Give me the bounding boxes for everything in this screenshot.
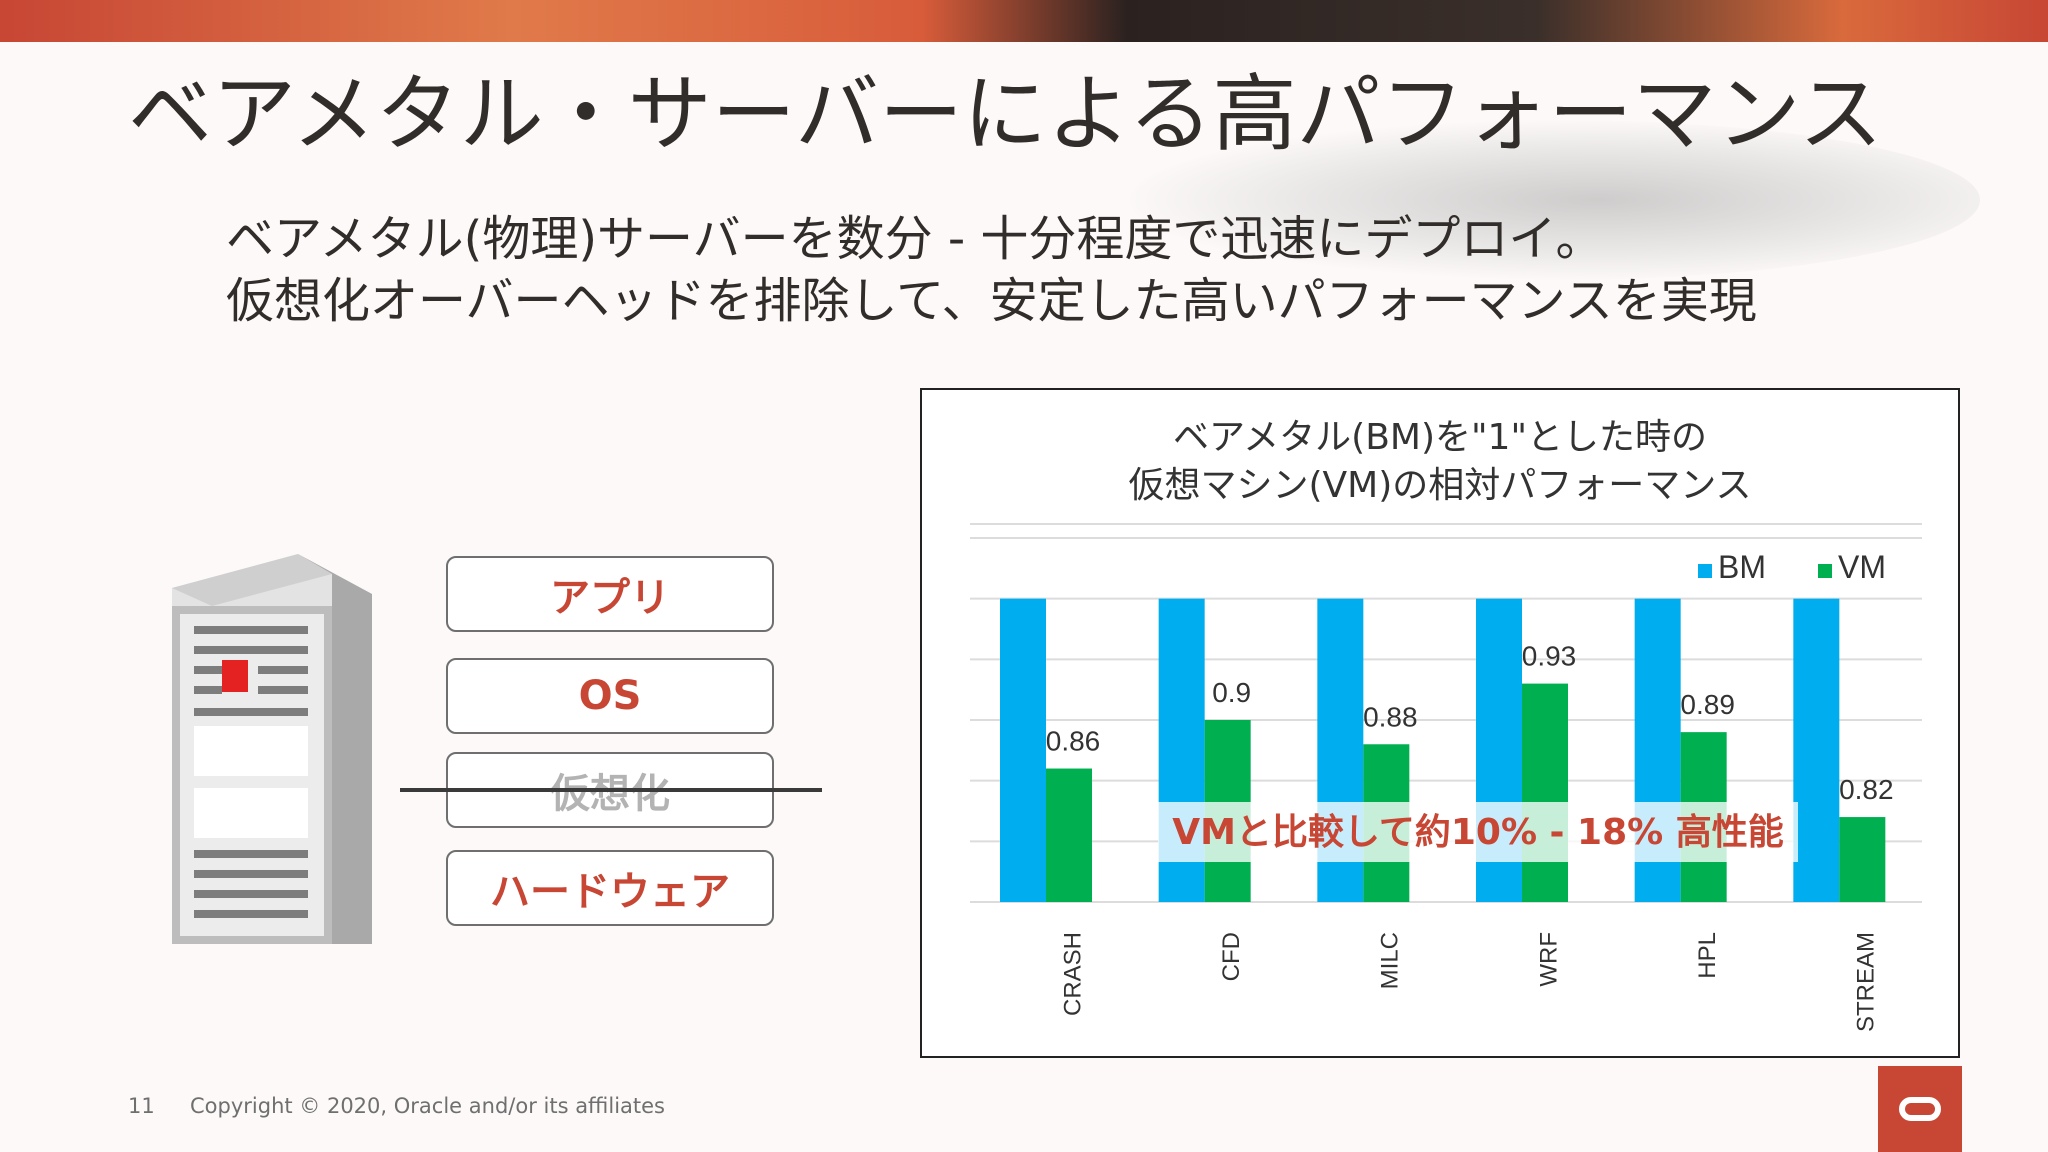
data-label-cfd: 0.9 (1212, 677, 1251, 708)
slide-title: ベアメタル・サーバーによる高パフォーマンス (128, 65, 1883, 163)
chart-plot: 0.86 CRASH 0.9 CFD 0.88 MILC 0.93 WRF 0.89 HPL 0.8… (970, 523, 1922, 1032)
page-number: 11 (128, 1094, 155, 1118)
annotation-background (1158, 802, 1798, 862)
virtualization-strikethrough (400, 788, 822, 792)
data-label-stream: 0.82 (1839, 774, 1894, 805)
subtitle-line-1: ベアメタル(物理)サーバーを数分 - 十分程度で迅速にデプロイ。 (226, 211, 1604, 267)
background-texture (1130, 120, 1980, 280)
legend-label-bm: BM (1718, 549, 1766, 585)
category-label-milc: MILC (1377, 932, 1404, 989)
legend-label-vm: VM (1838, 549, 1886, 585)
bar-bm-stream (1793, 598, 1840, 902)
annotation-text: VMと比較して約10% - 18% 高性能 (1172, 812, 1783, 853)
chart-title: ベアメタル(BM)を"1"とした時の 仮想マシン(VM)の相対パフォーマンス (922, 414, 1958, 510)
category-label-hpl: HPL (1694, 932, 1721, 979)
slide-subtitle: ベアメタル(物理)サーバーを数分 - 十分程度で迅速にデプロイ。 仮想化オーバー… (226, 208, 1986, 332)
data-label-milc: 0.88 (1363, 701, 1418, 732)
footer: 11 Copyright © 2020, Oracle and/or its af… (128, 1094, 665, 1118)
subtitle-line-2: 仮想化オーバーヘッドを排除して、安定した高いパフォーマンスを実現 (226, 273, 1757, 329)
stack-app-box: アプリ (446, 556, 774, 632)
bar-vm-crash (1046, 768, 1092, 902)
chart-title-line-2: 仮想マシン(VM)の相対パフォーマンス (1128, 465, 1752, 506)
bar-vm-wrf (1522, 683, 1568, 902)
performance-chart: ベアメタル(BM)を"1"とした時の 仮想マシン(VM)の相対パフォーマンス 0… (920, 388, 1960, 1058)
legend-swatch-vm (1818, 564, 1832, 578)
category-label-crash: CRASH (1059, 932, 1086, 1016)
data-label-hpl: 0.89 (1680, 689, 1735, 720)
bar-bm-crash (1000, 598, 1046, 902)
oracle-logo (1878, 1066, 1962, 1152)
server-icon (172, 554, 372, 944)
bar-vm-stream (1839, 817, 1886, 902)
stack-os-box: OS (446, 658, 774, 734)
chart-title-line-1: ベアメタル(BM)を"1"とした時の (1172, 417, 1708, 458)
stack-hardware-box: ハードウェア (446, 850, 774, 926)
oracle-logo-icon (1899, 1097, 1941, 1121)
category-label-wrf: WRF (1535, 932, 1562, 987)
legend-swatch-bm (1698, 564, 1712, 578)
data-label-crash: 0.86 (1046, 726, 1101, 757)
header-decoration-band (0, 0, 2048, 42)
data-label-wrf: 0.93 (1522, 641, 1577, 672)
category-label-stream: STREAM (1853, 932, 1880, 1032)
copyright-text: Copyright © 2020, Oracle and/or its affi… (190, 1094, 665, 1118)
category-label-cfd: CFD (1218, 932, 1245, 981)
